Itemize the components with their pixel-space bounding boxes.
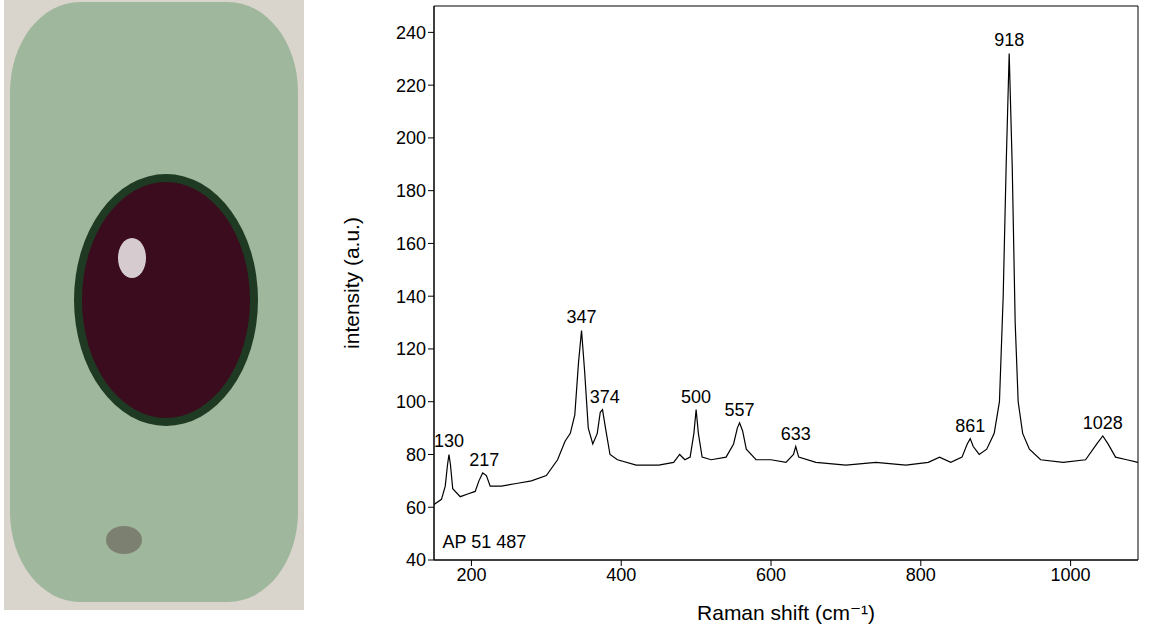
svg-text:633: 633 [781, 424, 811, 444]
svg-text:AP 51 487: AP 51 487 [442, 532, 526, 552]
svg-text:100: 100 [396, 392, 426, 412]
svg-text:800: 800 [906, 565, 936, 585]
svg-text:40: 40 [406, 550, 426, 570]
svg-text:60: 60 [406, 498, 426, 518]
svg-text:500: 500 [681, 387, 711, 407]
svg-text:918: 918 [994, 30, 1024, 50]
svg-text:861: 861 [955, 416, 985, 436]
svg-text:Raman shift (cm⁻¹): Raman shift (cm⁻¹) [697, 601, 875, 624]
svg-text:217: 217 [469, 450, 499, 470]
svg-text:1000: 1000 [1051, 565, 1091, 585]
svg-text:1028: 1028 [1083, 413, 1123, 433]
svg-text:347: 347 [567, 307, 597, 327]
svg-text:140: 140 [396, 287, 426, 307]
svg-text:600: 600 [756, 565, 786, 585]
svg-text:200: 200 [456, 565, 486, 585]
svg-text:240: 240 [396, 23, 426, 43]
svg-text:intensity (a.u.): intensity (a.u.) [340, 217, 363, 349]
svg-text:220: 220 [396, 76, 426, 96]
svg-text:80: 80 [406, 445, 426, 465]
svg-text:557: 557 [725, 400, 755, 420]
svg-text:160: 160 [396, 234, 426, 254]
svg-text:374: 374 [590, 387, 620, 407]
svg-text:400: 400 [606, 565, 636, 585]
svg-text:180: 180 [396, 181, 426, 201]
svg-text:120: 120 [396, 339, 426, 359]
svg-text:130: 130 [434, 431, 464, 451]
svg-text:200: 200 [396, 128, 426, 148]
